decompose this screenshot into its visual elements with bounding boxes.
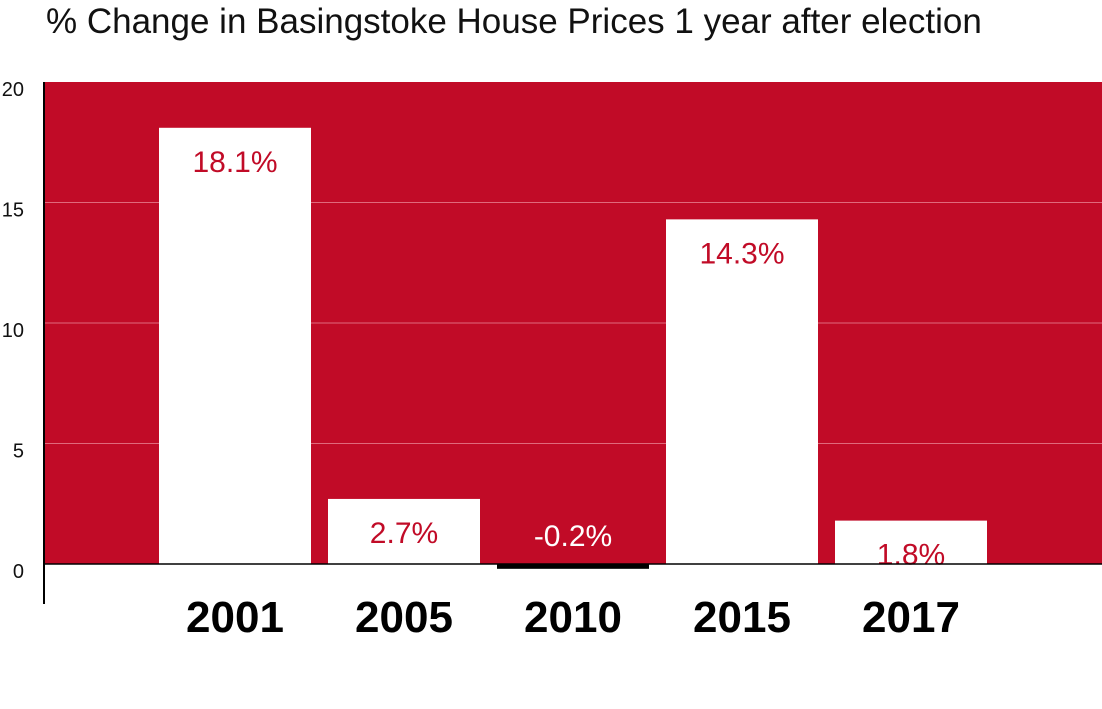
y-axis: 0 5 10 15 20 <box>2 79 1102 604</box>
x-axis-labels: 2001 2005 2010 2015 2017 <box>186 593 960 642</box>
data-label-2005: 2.7% <box>370 517 438 550</box>
data-label-2001: 18.1% <box>192 146 277 179</box>
x-tick-label-2015: 2015 <box>693 593 791 642</box>
y-tick-label: 15 <box>2 200 24 222</box>
x-tick-label-2010: 2010 <box>524 593 622 642</box>
x-tick-label-2001: 2001 <box>186 593 284 642</box>
y-tick-label: 5 <box>13 441 24 463</box>
data-label-2010: -0.2% <box>534 520 612 553</box>
bar-2001 <box>159 127 311 564</box>
bars <box>159 127 987 569</box>
bar-2005 <box>328 498 480 564</box>
bar-2010 <box>497 564 649 569</box>
bar-2015 <box>666 219 818 564</box>
bar-2017 <box>835 520 987 564</box>
data-label-2017: 1.8% <box>877 539 945 572</box>
y-tick-label: 20 <box>2 79 24 101</box>
data-labels: 18.1% 2.7% -0.2% 14.3% 1.8% <box>192 146 945 572</box>
data-label-2015: 14.3% <box>699 237 784 270</box>
y-tick-label: 0 <box>13 561 24 583</box>
x-tick-label-2005: 2005 <box>355 593 453 642</box>
x-tick-label-2017: 2017 <box>862 593 960 642</box>
chart-title: % Change in Basingstoke House Prices 1 y… <box>46 2 982 41</box>
y-tick-label: 10 <box>2 320 24 342</box>
